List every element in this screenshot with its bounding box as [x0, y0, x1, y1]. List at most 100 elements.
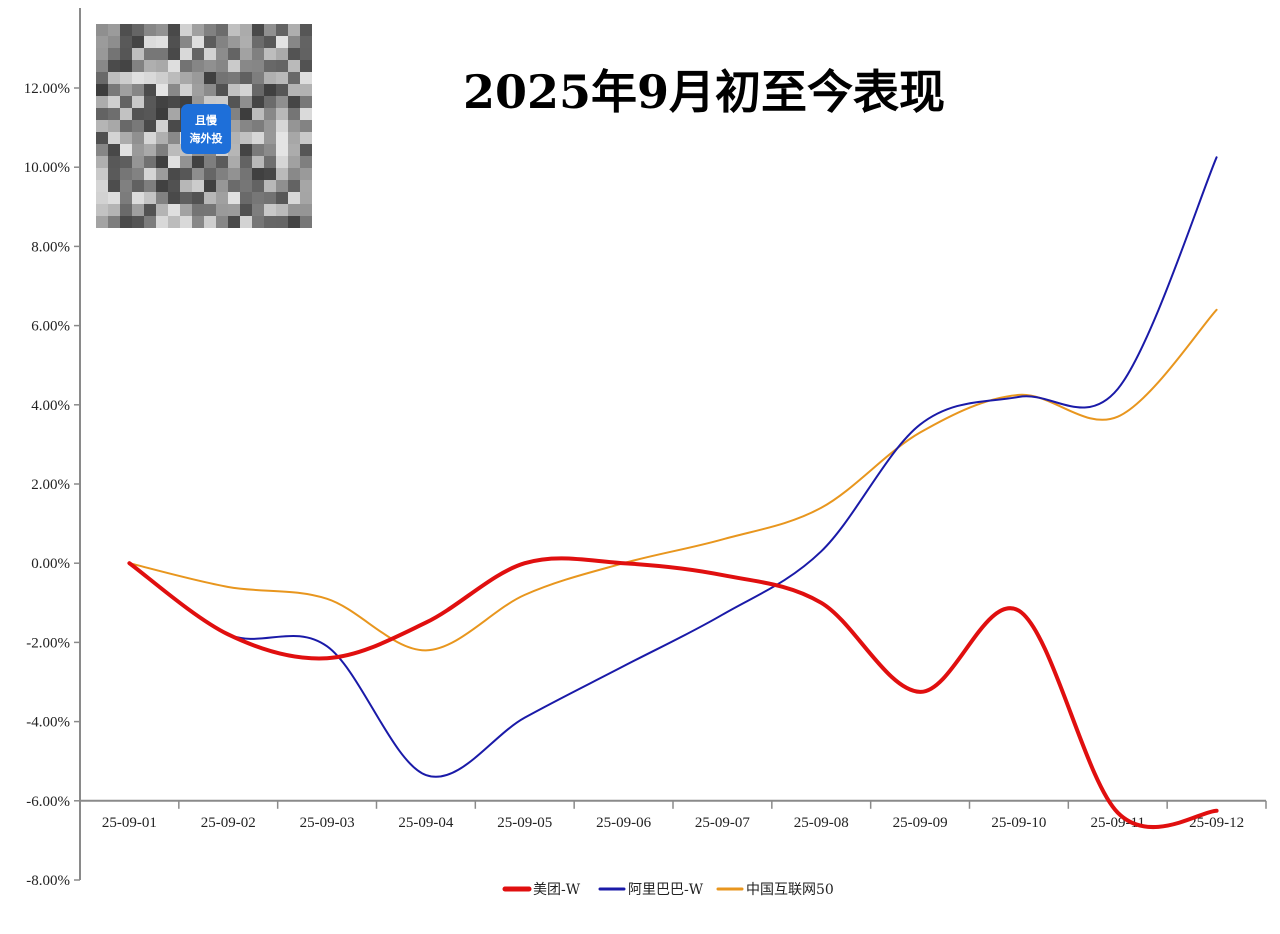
watermark-logo-badge [181, 104, 231, 154]
watermark-cell [264, 96, 276, 108]
watermark-cell [264, 168, 276, 180]
watermark-cell [264, 216, 276, 228]
watermark-cell [108, 180, 120, 192]
watermark-cell [216, 84, 228, 96]
watermark-cell [120, 156, 132, 168]
x-tick-label: 25-09-03 [300, 815, 355, 831]
watermark-cell [276, 84, 288, 96]
watermark-cell [300, 204, 312, 216]
watermark-cell [228, 156, 240, 168]
watermark-cell [264, 72, 276, 84]
watermark-cell [132, 48, 144, 60]
watermark-cell [132, 132, 144, 144]
watermark-cell [96, 36, 108, 48]
watermark-cell [264, 180, 276, 192]
watermark-cell [264, 24, 276, 36]
watermark-cell [216, 36, 228, 48]
watermark-cell [96, 72, 108, 84]
watermark-cell [276, 36, 288, 48]
watermark-cell [252, 48, 264, 60]
watermark-cell [300, 84, 312, 96]
watermark-cell [216, 48, 228, 60]
watermark-cell [276, 192, 288, 204]
watermark-cell [132, 192, 144, 204]
watermark-cell [120, 108, 132, 120]
watermark-cell [300, 156, 312, 168]
watermark-cell [96, 24, 108, 36]
watermark-cell [132, 108, 144, 120]
watermark-cell [288, 48, 300, 60]
watermark-cell [120, 120, 132, 132]
x-tick-label: 25-09-09 [893, 815, 948, 831]
watermark-cell [240, 192, 252, 204]
watermark-cell [300, 180, 312, 192]
watermark-cell [276, 132, 288, 144]
watermark-cell [252, 36, 264, 48]
watermark-cell [132, 84, 144, 96]
watermark-cell [180, 216, 192, 228]
watermark-cell [180, 204, 192, 216]
watermark-cell [228, 48, 240, 60]
watermark-cell [192, 36, 204, 48]
watermark-cell [132, 24, 144, 36]
watermark-cell [108, 24, 120, 36]
watermark-cell [252, 216, 264, 228]
watermark-cell [204, 72, 216, 84]
watermark-cell [180, 48, 192, 60]
watermark-cell [240, 96, 252, 108]
y-axis-ticks: -8.00% -6.00% -4.00% -2.00% 0.00% 2.00% 4.00% 6… [24, 81, 80, 889]
watermark-cell [276, 180, 288, 192]
x-axis-ticks: 25-09-01 25-09-02 25-09-03 25-09-04 25-09-05… [79, 800, 1267, 831]
watermark-cell [264, 204, 276, 216]
watermark-cell [144, 36, 156, 48]
watermark-cell [276, 156, 288, 168]
watermark-cell [264, 36, 276, 48]
watermark-cell [168, 48, 180, 60]
watermark-cell [180, 24, 192, 36]
x-tick-label: 25-09-10 [991, 815, 1046, 831]
x-tick-label: 25-09-12 [1189, 815, 1244, 831]
watermark-logo-text: 且慢 [195, 113, 218, 127]
watermark-cell [252, 180, 264, 192]
watermark-cell [264, 156, 276, 168]
watermark-cell [180, 60, 192, 72]
watermark-cell [276, 48, 288, 60]
watermark-cell [288, 168, 300, 180]
watermark-cell [96, 48, 108, 60]
watermark-cell [132, 60, 144, 72]
watermark-cell [108, 144, 120, 156]
watermark-cell [156, 60, 168, 72]
y-tick-label: 4.00% [31, 398, 70, 414]
watermark-cell [192, 204, 204, 216]
watermark-cell [96, 180, 108, 192]
watermark-cell [252, 96, 264, 108]
watermark-cell [156, 48, 168, 60]
watermark-cell [120, 192, 132, 204]
watermark-cell [132, 180, 144, 192]
watermark-cell [288, 60, 300, 72]
watermark-cell [216, 192, 228, 204]
watermark-cell [120, 216, 132, 228]
watermark-cell [144, 192, 156, 204]
watermark-cell [300, 48, 312, 60]
watermark-cell [168, 180, 180, 192]
watermark-cell [240, 108, 252, 120]
watermark-cell [204, 36, 216, 48]
watermark-cell [240, 132, 252, 144]
watermark-cell [144, 168, 156, 180]
watermark-cell [276, 108, 288, 120]
watermark-cell [204, 60, 216, 72]
watermark-cell [108, 216, 120, 228]
watermark-cell [204, 84, 216, 96]
watermark-cell [96, 216, 108, 228]
watermark-cell [216, 60, 228, 72]
watermark-cell [288, 192, 300, 204]
watermark-cell [228, 72, 240, 84]
watermark-cell [276, 144, 288, 156]
watermark-cell [204, 48, 216, 60]
watermark-cell [96, 204, 108, 216]
watermark-cell [228, 216, 240, 228]
y-tick-label: 0.00% [31, 556, 70, 572]
watermark-cell [240, 168, 252, 180]
